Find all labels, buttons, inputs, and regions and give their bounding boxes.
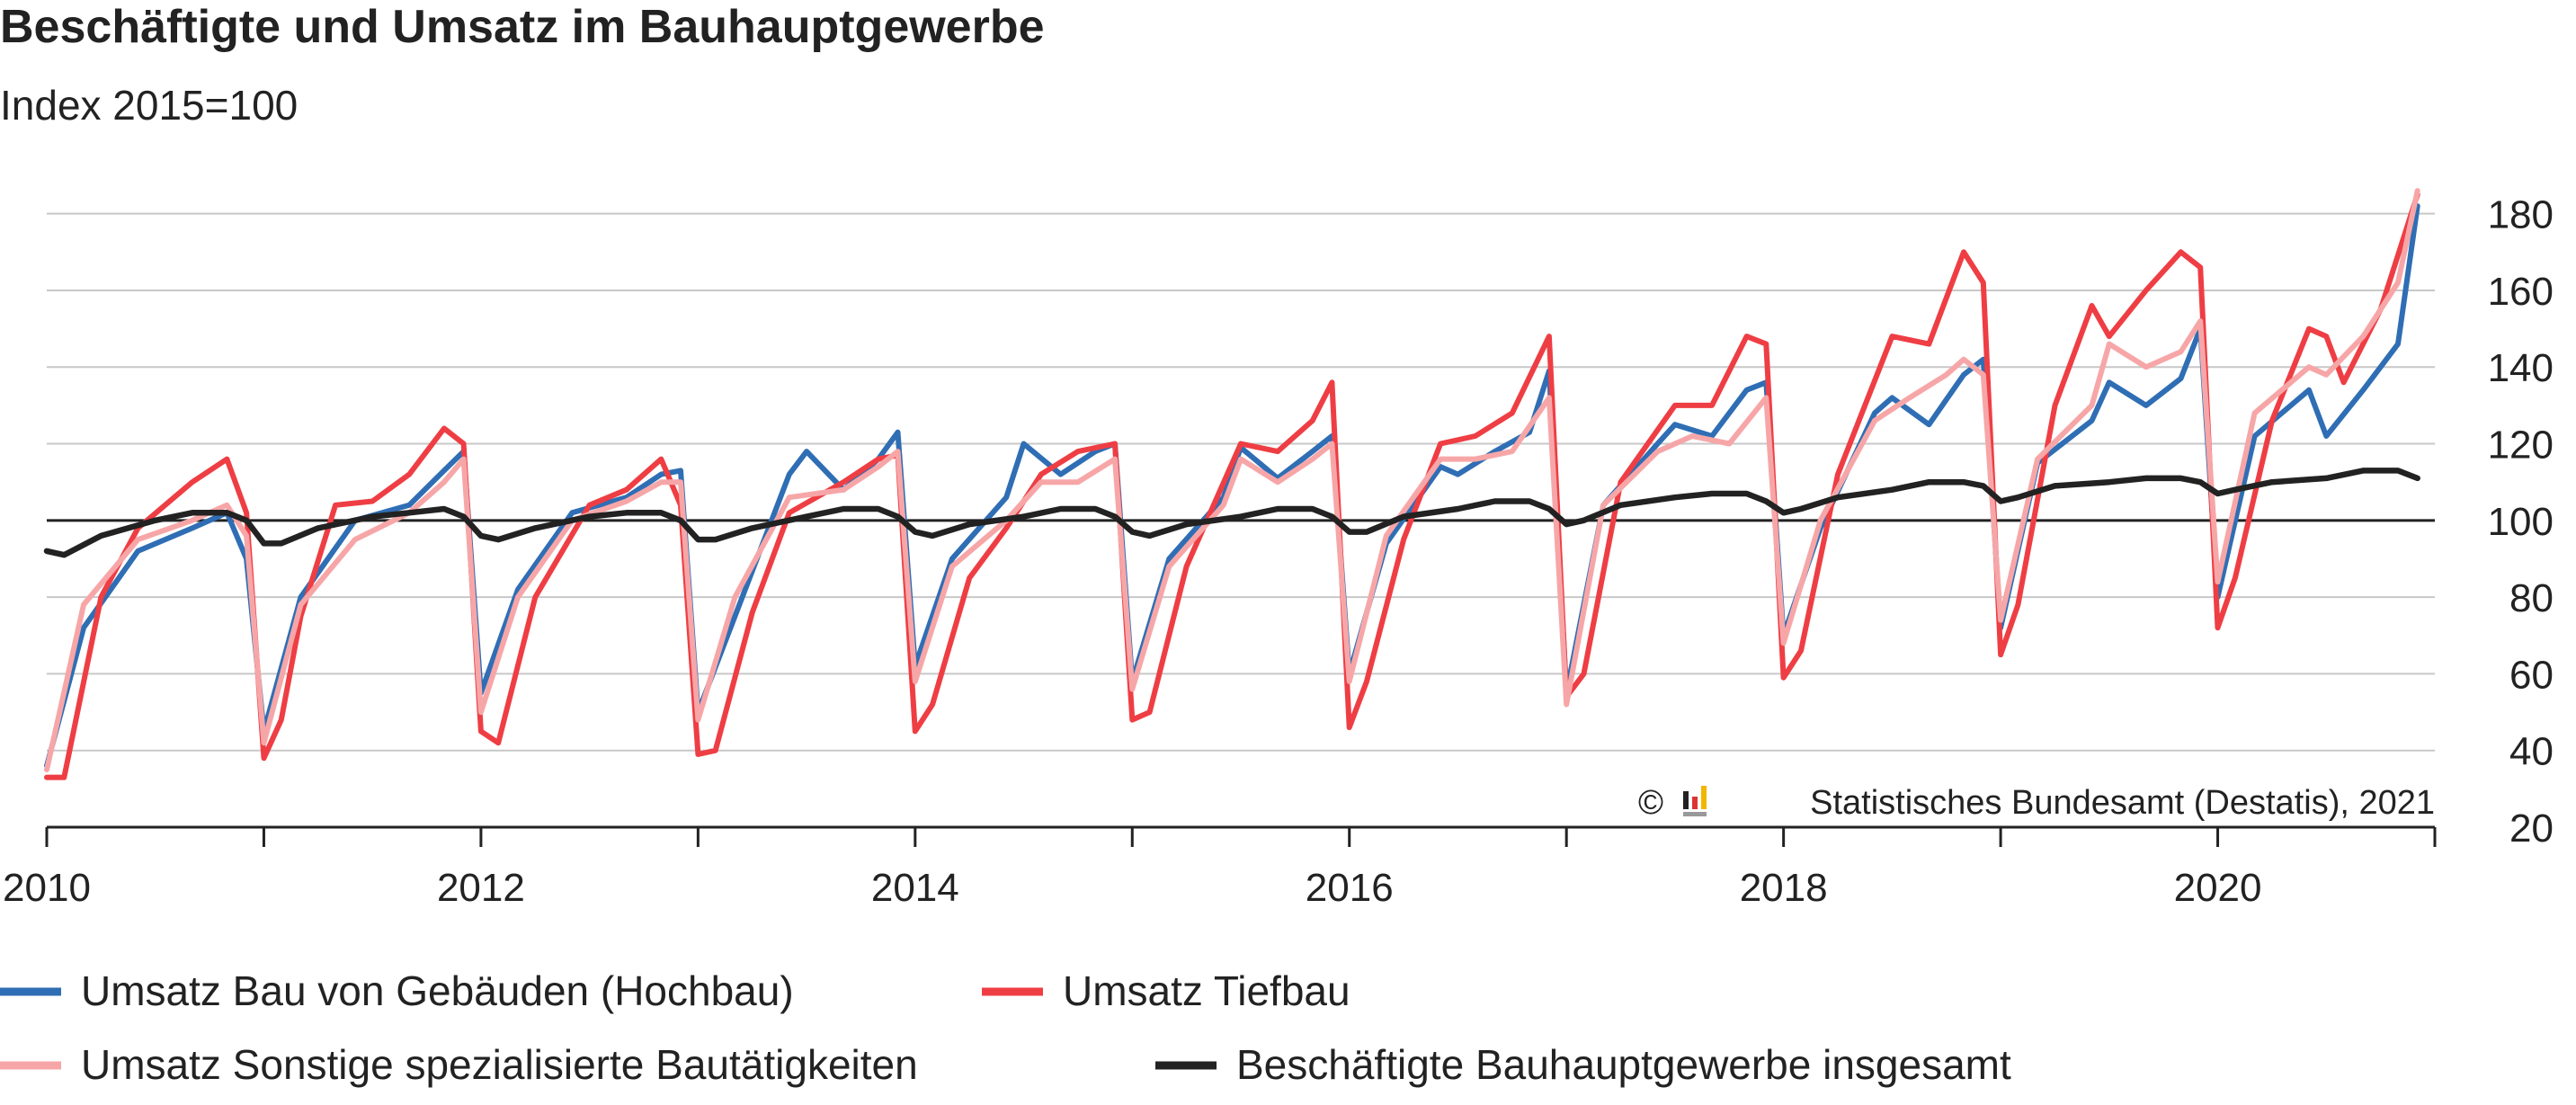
- series-line: [44, 192, 2420, 780]
- series-line: [44, 188, 2420, 772]
- destatis-logo-icon: [1683, 786, 1707, 816]
- copyright-symbol: ©: [1638, 784, 1663, 822]
- axes: 20 40 60 80 100 120 140 160 180 2010 2012 2014 2016 2…: [3, 193, 2554, 910]
- credit-text: Statistisches Bundesamt (Destatis), 2021: [1810, 784, 2435, 822]
- legend-label: Umsatz Sonstige spezialisierte Bautätigk…: [81, 1041, 918, 1088]
- series-line: [43, 468, 2420, 558]
- y-tick-label: 180: [2488, 193, 2554, 237]
- legend-label: Umsatz Tiefbau: [1063, 967, 1350, 1014]
- source-credit: © Statistisches Bundesamt (Destatis), 20…: [1638, 784, 2435, 822]
- y-tick-label: 80: [2509, 576, 2554, 620]
- legend-label: Umsatz Bau von Gebäuden (Hochbau): [81, 967, 794, 1014]
- chart-title: Beschäftigte und Umsatz im Bauhauptgewer…: [0, 1, 1045, 53]
- y-tick-label: 120: [2488, 423, 2554, 468]
- series-lines: [43, 188, 2420, 780]
- x-tick-label: 2010: [3, 866, 91, 910]
- y-tick-label: 40: [2509, 730, 2554, 774]
- y-tick-label: 160: [2488, 270, 2554, 314]
- x-tick-label: 2014: [871, 866, 959, 910]
- legend-label: Beschäftigte Bauhauptgewerbe insgesamt: [1236, 1041, 2011, 1088]
- x-tick-label: 2020: [2174, 866, 2262, 910]
- x-tick-label: 2012: [437, 866, 525, 910]
- y-tick-label: 140: [2488, 346, 2554, 390]
- chart-subtitle: Index 2015=100: [0, 82, 299, 129]
- y-tick-label: 100: [2488, 500, 2554, 544]
- y-tick-label: 60: [2509, 653, 2554, 697]
- y-tick-label: 20: [2509, 806, 2554, 851]
- x-tick-label: 2016: [1306, 866, 1394, 910]
- gridlines: [47, 212, 2435, 752]
- legend: Umsatz Bau von Gebäuden (Hochbau) Umsatz …: [0, 967, 2011, 1088]
- x-tick-label: 2018: [1740, 866, 1828, 910]
